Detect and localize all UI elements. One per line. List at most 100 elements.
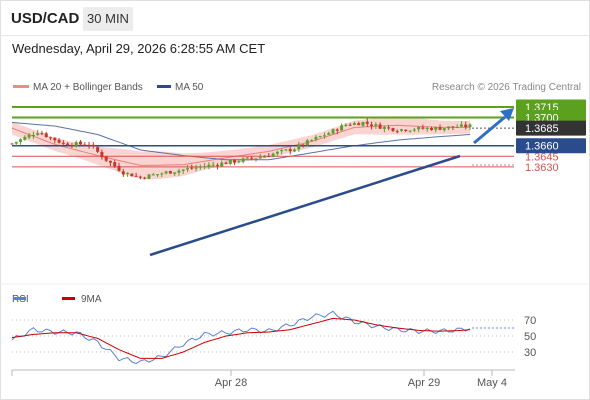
ma20-line (11, 124, 470, 166)
candle-body (233, 159, 237, 163)
candle-body (113, 162, 117, 167)
x-tick-label: Apr 29 (408, 377, 440, 389)
candle-body (382, 126, 386, 129)
candle-body (211, 164, 215, 166)
candle-body (143, 177, 147, 179)
candle-body (459, 124, 463, 127)
candle-body (344, 124, 348, 126)
support-label-1-text: 1.3645 (525, 151, 559, 163)
candle-body (96, 147, 100, 152)
candle-body (284, 149, 288, 151)
candle-body (374, 124, 378, 126)
candle-body (168, 171, 172, 174)
candle-body (134, 175, 138, 177)
rsi-legend-swatch (13, 297, 26, 300)
candle-body (190, 167, 194, 169)
rsi-tick-label: 70 (524, 315, 536, 327)
credit-text: Research © 2026 Trading Central (432, 82, 581, 93)
candle-body (117, 165, 121, 171)
candle-body (391, 128, 395, 131)
candle-body (352, 123, 356, 125)
candle-body (275, 151, 279, 154)
candle-body (14, 141, 18, 144)
legend-label-ma50: MA 50 (175, 82, 204, 93)
current-price-label-box (516, 120, 586, 136)
candle-body (455, 127, 459, 129)
candle-body (370, 124, 374, 127)
candle-body (310, 139, 314, 141)
candle-body (361, 121, 365, 126)
candle-body (87, 144, 91, 146)
candle-body (280, 150, 284, 152)
candle-body (207, 164, 211, 167)
candle-body (250, 157, 254, 159)
candle-body (245, 157, 249, 159)
legend-label-ma20: MA 20 + Bollinger Bands (33, 82, 143, 93)
candle-body (438, 127, 442, 130)
candle-body (10, 143, 14, 145)
pivot-label-box (516, 138, 586, 154)
candle-body (318, 136, 322, 138)
candle-body (215, 164, 219, 166)
timeframe-badge[interactable]: 30 MIN (83, 7, 133, 31)
candle-body (53, 137, 57, 141)
candle-body (464, 124, 468, 128)
trend-line (149, 154, 461, 257)
candle-body (108, 160, 112, 163)
candle-body (27, 134, 31, 138)
candle-body (19, 139, 23, 142)
candle-body (164, 171, 168, 174)
candle-body (400, 129, 404, 131)
forecast-arrow-head (500, 108, 514, 121)
candle-body (468, 124, 472, 128)
candle-body (31, 135, 35, 137)
candle-body (203, 166, 207, 168)
candle-body (44, 133, 48, 138)
candle-body (228, 159, 232, 164)
candle-body (340, 125, 344, 131)
candle-body (173, 172, 177, 174)
candle-body (378, 124, 382, 129)
candle-body (258, 157, 262, 159)
support-label-2-text: 1.3630 (525, 162, 559, 174)
rsi-tick-label: 50 (524, 331, 536, 343)
candle-body (387, 127, 391, 129)
x-tick-label: May 4 (477, 377, 507, 389)
candle-body (408, 130, 412, 132)
candle-body (177, 170, 181, 173)
candle-body (301, 144, 305, 146)
candle-body (104, 156, 108, 161)
candle-body (220, 162, 224, 167)
candle-body (442, 128, 446, 131)
candle-body (451, 126, 455, 128)
legend-swatch-ma50 (157, 85, 171, 88)
candle-body (49, 137, 53, 139)
candle-body (297, 144, 301, 150)
ma50-line (11, 122, 471, 161)
candle-body (100, 151, 104, 158)
rsi-ma-legend-text: 9MA (81, 294, 102, 305)
candle-body (417, 127, 421, 130)
candle-body (91, 144, 95, 147)
candle-body (288, 149, 292, 152)
rsi-tick-label: 30 (524, 347, 536, 359)
candle-body (40, 133, 44, 135)
bollinger-band (12, 116, 470, 180)
timestamp: Wednesday, April 29, 2026 6:28:55 AM CET (12, 41, 266, 56)
pivot-label-text: 1.3660 (525, 141, 559, 153)
candle-body (181, 169, 185, 171)
candle-body (293, 149, 297, 152)
candle-body (241, 158, 245, 162)
rsi-line (11, 310, 471, 365)
candle-body (83, 144, 87, 146)
candle-body (365, 121, 369, 124)
candle-body (271, 153, 275, 157)
candle-body (57, 139, 61, 143)
candle-body (412, 129, 416, 131)
candle-body (66, 143, 70, 146)
candle-body (156, 174, 160, 176)
candle-body (425, 127, 429, 129)
symbol-label: USD/CAD (11, 10, 80, 27)
candle-body (147, 174, 151, 179)
candle-body (331, 129, 335, 134)
